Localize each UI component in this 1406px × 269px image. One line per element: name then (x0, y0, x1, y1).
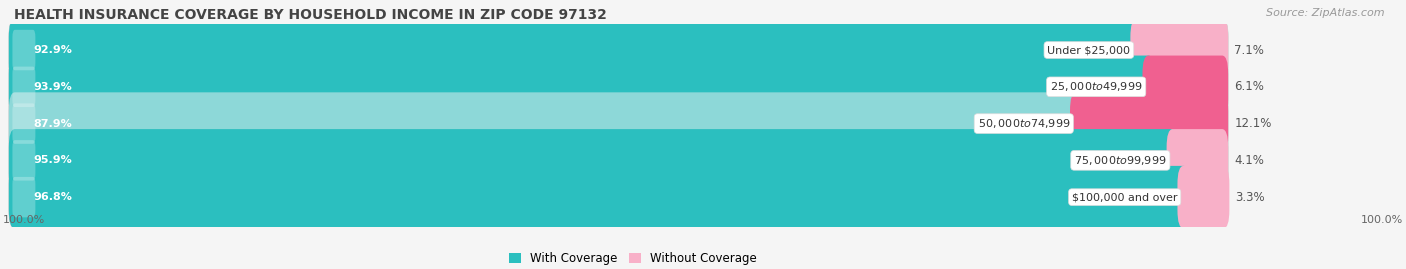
FancyBboxPatch shape (8, 56, 1154, 118)
Text: Under $25,000: Under $25,000 (1047, 45, 1130, 55)
FancyBboxPatch shape (13, 67, 35, 107)
FancyBboxPatch shape (8, 92, 1229, 155)
FancyBboxPatch shape (1130, 19, 1229, 81)
FancyBboxPatch shape (8, 129, 1178, 192)
Text: 87.9%: 87.9% (32, 119, 72, 129)
Text: 3.3%: 3.3% (1236, 191, 1265, 204)
Text: $50,000 to $74,999: $50,000 to $74,999 (977, 117, 1070, 130)
Text: 7.1%: 7.1% (1234, 44, 1264, 56)
FancyBboxPatch shape (8, 166, 1189, 228)
FancyBboxPatch shape (8, 19, 1229, 81)
Text: 95.9%: 95.9% (32, 155, 72, 165)
Text: $25,000 to $49,999: $25,000 to $49,999 (1050, 80, 1143, 93)
FancyBboxPatch shape (13, 177, 35, 217)
Legend: With Coverage, Without Coverage: With Coverage, Without Coverage (509, 252, 758, 265)
Text: 6.1%: 6.1% (1234, 80, 1264, 93)
FancyBboxPatch shape (8, 92, 1083, 155)
FancyBboxPatch shape (13, 30, 35, 70)
Text: 93.9%: 93.9% (32, 82, 72, 92)
FancyBboxPatch shape (8, 166, 1229, 228)
FancyBboxPatch shape (13, 103, 35, 144)
FancyBboxPatch shape (1070, 92, 1229, 155)
Text: Source: ZipAtlas.com: Source: ZipAtlas.com (1267, 8, 1385, 18)
Text: 92.9%: 92.9% (32, 45, 72, 55)
FancyBboxPatch shape (1143, 56, 1229, 118)
FancyBboxPatch shape (13, 140, 35, 180)
Text: HEALTH INSURANCE COVERAGE BY HOUSEHOLD INCOME IN ZIP CODE 97132: HEALTH INSURANCE COVERAGE BY HOUSEHOLD I… (14, 8, 607, 22)
Text: 4.1%: 4.1% (1234, 154, 1264, 167)
Text: 100.0%: 100.0% (1361, 215, 1403, 225)
Text: 96.8%: 96.8% (32, 192, 72, 202)
Text: 100.0%: 100.0% (3, 215, 45, 225)
FancyBboxPatch shape (8, 19, 1143, 81)
FancyBboxPatch shape (8, 56, 1229, 118)
Text: 12.1%: 12.1% (1234, 117, 1271, 130)
FancyBboxPatch shape (8, 129, 1229, 192)
Text: $100,000 and over: $100,000 and over (1071, 192, 1177, 202)
FancyBboxPatch shape (1177, 166, 1229, 228)
Text: $75,000 to $99,999: $75,000 to $99,999 (1074, 154, 1167, 167)
FancyBboxPatch shape (1167, 129, 1229, 192)
